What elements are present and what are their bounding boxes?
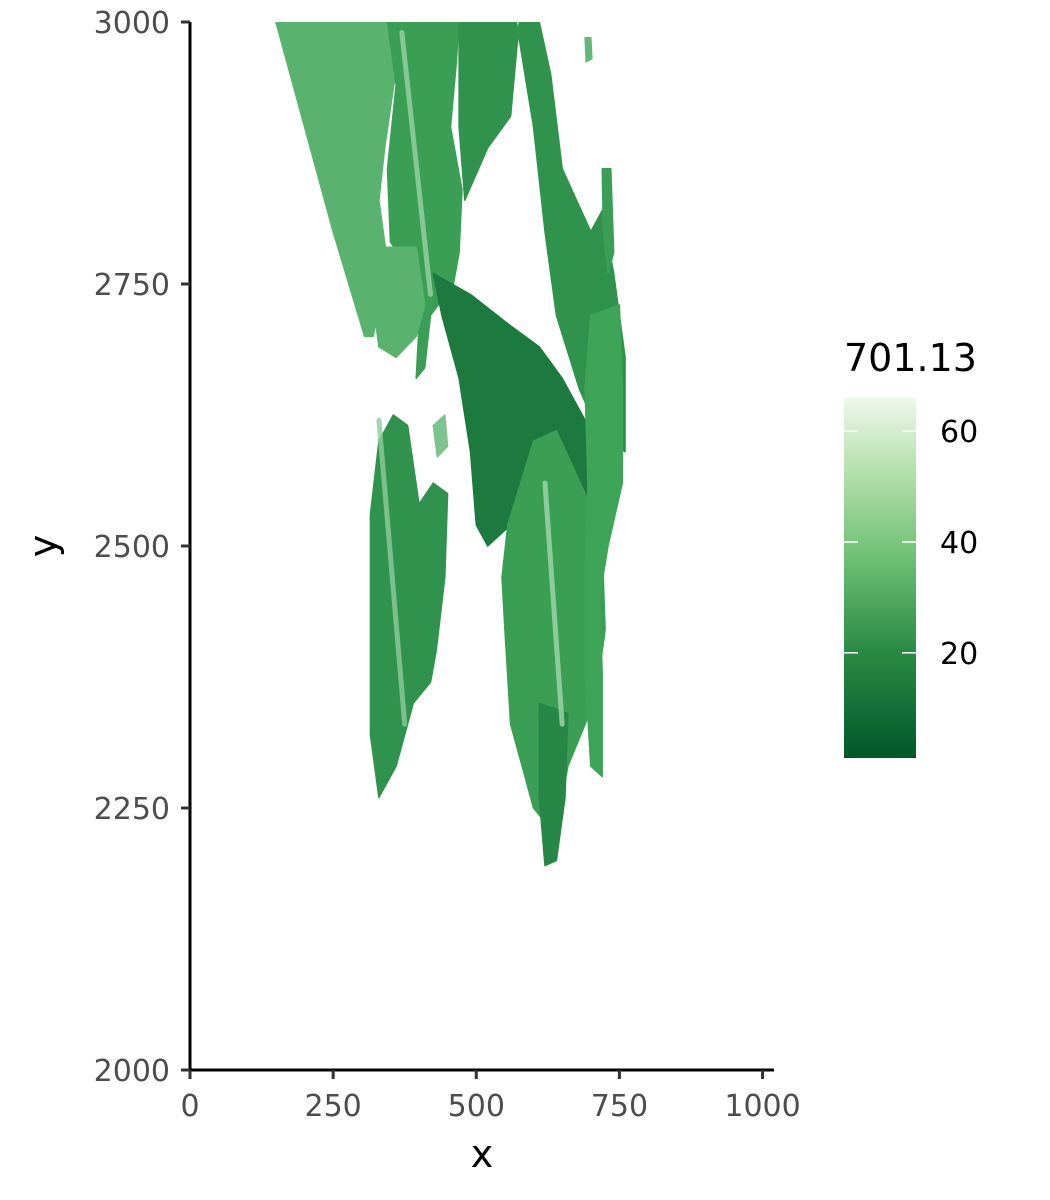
- y-axis-title: y: [21, 535, 65, 558]
- heatmap-region-10: [584, 36, 593, 63]
- heatmap-highlight-3: [399, 29, 433, 297]
- y-tick-label: 2000: [94, 1054, 170, 1089]
- y-ticks: 2000 2250 2500 2750 3000: [94, 6, 190, 1089]
- x-tick-label: 0: [180, 1089, 199, 1124]
- y-tick-label: 2250: [94, 792, 170, 827]
- heatmap-region-6: [369, 414, 449, 799]
- legend-ticks: 20 40 60: [844, 415, 978, 672]
- heatmap-region-4: [458, 22, 626, 453]
- colorbar-legend: 701.13 20 40 60: [844, 336, 978, 758]
- legend-tick-label: 60: [940, 415, 978, 450]
- heatmap-region-12: [432, 414, 449, 458]
- y-tick-label: 3000: [94, 6, 170, 41]
- heatmap-region-9: [584, 304, 624, 778]
- x-axis-title: x: [471, 1132, 494, 1176]
- x-tick-label: 250: [305, 1089, 362, 1124]
- heatmap-highlight-2: [542, 480, 565, 727]
- heatmap-region-3: [371, 246, 426, 359]
- x-tick-label: 750: [591, 1089, 648, 1124]
- legend-title: 701.13: [844, 336, 977, 380]
- heatmap-highlight-1: [376, 417, 408, 727]
- heatmap-region-8: [538, 702, 569, 867]
- plot-area: [275, 22, 626, 867]
- colorbar: [844, 398, 916, 758]
- y-tick-label: 2500: [94, 530, 170, 565]
- heatmap-region-11: [601, 167, 615, 275]
- x-tick-label: 500: [448, 1089, 505, 1124]
- axes: [188, 22, 774, 1072]
- legend-tick-label: 40: [940, 526, 978, 561]
- x-tick-label: 1000: [724, 1089, 800, 1124]
- y-tick-label: 2750: [94, 268, 170, 303]
- legend-tick-label: 20: [940, 637, 978, 672]
- x-ticks: 0 250 500 750 1000: [180, 1070, 801, 1124]
